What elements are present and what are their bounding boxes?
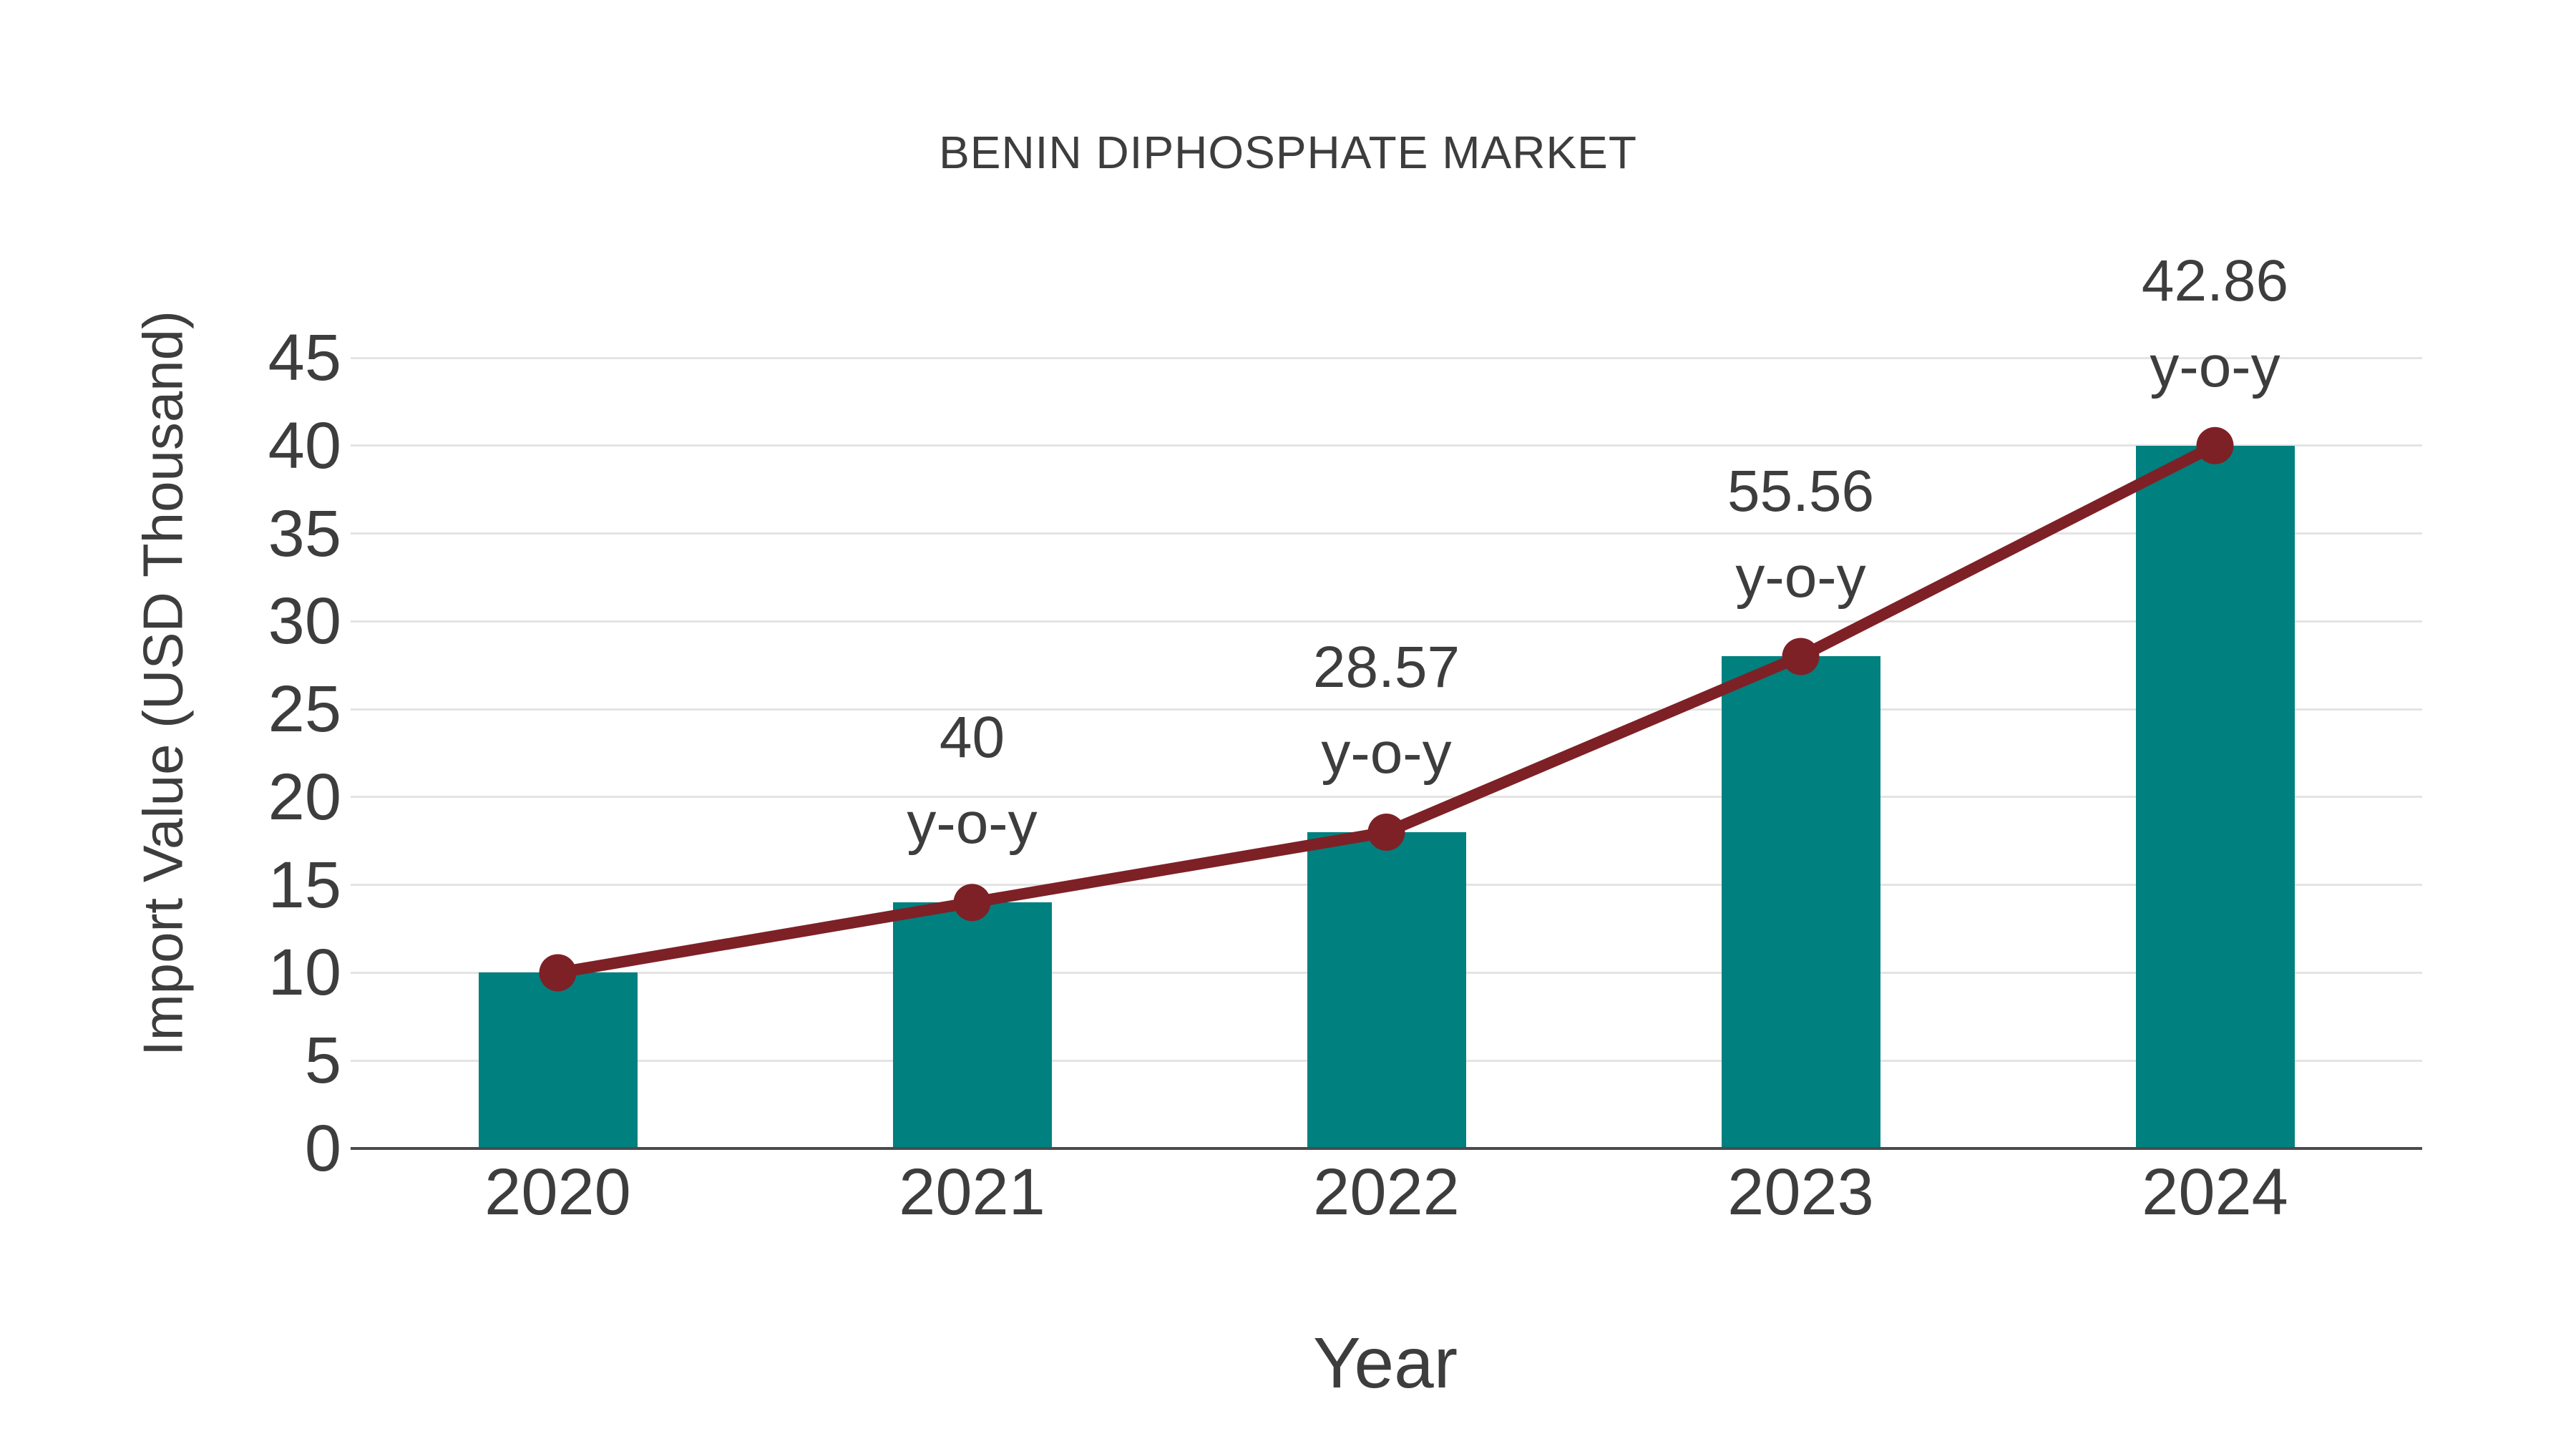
bar-2022 (1307, 832, 1466, 1148)
annotation-2024-suffix: y-o-y (2150, 333, 2280, 399)
x-tick-label-2021: 2021 (899, 1156, 1045, 1229)
gridline-25 (351, 708, 2422, 711)
chart-title: BENIN DIPHOSPHATE MARKET (939, 127, 1637, 178)
annotation-2024-value: 42.86 (2141, 248, 2289, 313)
bar-2024 (2135, 445, 2295, 1148)
y-tick-label-40: 40 (268, 409, 341, 482)
line-marker-2020 (539, 954, 577, 992)
x-tick-label-2024: 2024 (2142, 1156, 2288, 1229)
y-tick-label-5: 5 (304, 1024, 341, 1098)
x-axis-title: Year (1312, 1323, 1458, 1403)
gridline-40 (351, 444, 2422, 447)
annotation-2021-suffix: y-o-y (907, 791, 1038, 857)
y-tick-label-45: 45 (268, 321, 341, 394)
gridline-20 (351, 796, 2422, 799)
y-tick-label-35: 35 (268, 497, 341, 570)
gridline-30 (351, 620, 2422, 623)
line-marker-2021 (953, 884, 991, 922)
gridline-45 (351, 356, 2422, 359)
y-tick-label-20: 20 (268, 760, 341, 834)
x-axis-line (351, 1147, 2422, 1150)
annotation-2023-value: 55.56 (1727, 459, 1875, 525)
annotation-2022-suffix: y-o-y (1321, 721, 1452, 786)
annotation-2021-value: 40 (939, 705, 1005, 771)
annotation-2022-value: 28.57 (1312, 635, 1460, 700)
bar-2023 (1721, 656, 1880, 1148)
gridline-35 (351, 532, 2422, 535)
bar-2021 (892, 902, 1052, 1148)
y-tick-label-15: 15 (268, 848, 341, 922)
y-tick-label-10: 10 (268, 936, 341, 1010)
x-tick-label-2020: 2020 (484, 1156, 631, 1229)
y-tick-label-30: 30 (268, 585, 341, 658)
line-marker-2024 (2196, 426, 2234, 464)
line-marker-2023 (1782, 638, 1820, 675)
x-tick-label-2022: 2022 (1313, 1156, 1460, 1229)
bar-2020 (478, 972, 638, 1148)
x-tick-label-2023: 2023 (1727, 1156, 1874, 1229)
y-tick-label-0: 0 (304, 1112, 341, 1185)
annotation-2023-suffix: y-o-y (1735, 545, 1866, 610)
y-tick-label-25: 25 (268, 673, 341, 746)
line-marker-2022 (1367, 814, 1405, 851)
